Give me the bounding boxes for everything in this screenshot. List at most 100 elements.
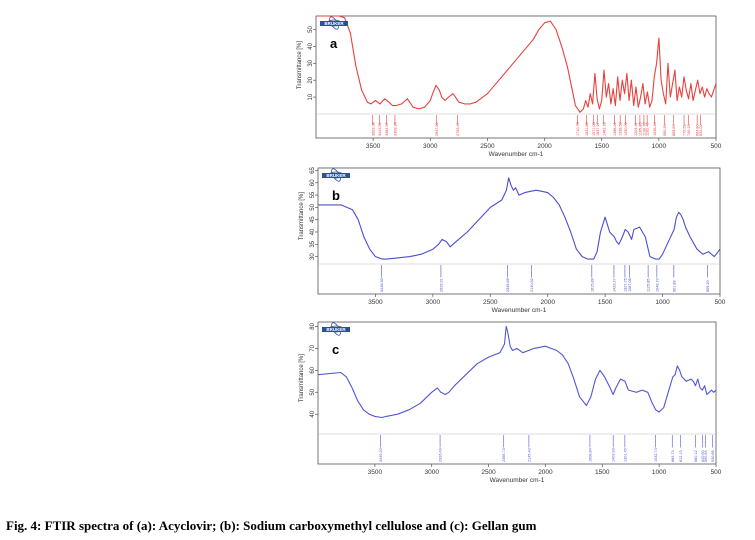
peak-label: 3503.38: [371, 122, 375, 136]
peak-label: 1125.85: [647, 279, 651, 292]
peak-label: 620.50: [701, 450, 705, 462]
x-tick-label: 3000: [424, 469, 439, 476]
peak-label: 3309.34: [393, 122, 397, 136]
y-tick-label: 10: [308, 93, 314, 100]
y-tick-label: 55: [310, 191, 316, 198]
x-tick-label: 1000: [652, 143, 667, 150]
bruker-logo: BRUKER: [320, 16, 348, 30]
x-tick-label: 3500: [368, 469, 383, 476]
peak-label: 2145.43: [527, 448, 531, 462]
peak-label: 2349.69: [506, 278, 510, 292]
peak-label: 1165.85: [638, 123, 642, 136]
ftir-chart-a: 3500 3000 2500 2000 1500 1000 500 Wavenumber cm…: [297, 15, 722, 158]
peak-label: 1482.18: [602, 122, 606, 136]
peak-label: 1710.75: [576, 122, 580, 136]
x-tick-label: 1500: [598, 299, 613, 306]
y-tick-label: 40: [310, 410, 316, 417]
peak-label: 1327.75: [623, 278, 627, 292]
y-tick-label: 60: [310, 179, 316, 186]
panel-label: a: [330, 36, 338, 51]
ftir-panel-a: 3500 3000 2500 2000 1500 1000 500 Wavenumber cm…: [288, 8, 728, 160]
peak-label: 1338.53: [619, 122, 623, 136]
x-axis-label: Wavenumber cm-1: [492, 307, 547, 312]
peak-label: 1287.06: [628, 278, 632, 292]
y-axis-label: Transmittance [%]: [297, 41, 303, 89]
peak-label: 664.80: [696, 124, 700, 136]
peak-label: 1049.70: [655, 278, 659, 292]
x-tick-label: 2000: [538, 469, 553, 476]
x-axis-label: Wavenumber cm-1: [489, 151, 544, 158]
peak-label: 1403.93: [612, 448, 616, 462]
x-tick-label: 3500: [366, 143, 381, 150]
peak-label: 1571.03: [592, 122, 596, 136]
y-tick-label: 70: [310, 344, 316, 351]
y-tick-label: 50: [310, 388, 316, 395]
peak-label: 2140.52: [530, 278, 534, 292]
x-tick-label: 1500: [595, 469, 610, 476]
panel-label: b: [332, 188, 340, 203]
peak-label: 2366.73: [502, 448, 506, 462]
spectrum-line: [318, 177, 721, 260]
peak-label: 1204.31: [634, 122, 638, 136]
y-tick-label: 30: [310, 253, 316, 260]
peak-label: 1290.09: [624, 122, 628, 136]
peak-label: 2947.61: [435, 122, 439, 136]
peak-label: 1608.84: [588, 448, 592, 462]
peak-label: 680.12: [694, 450, 698, 462]
peak-label: 740.16: [687, 124, 691, 136]
peak-label: 1130.70: [642, 123, 646, 136]
peak-label: 2763.47: [456, 122, 460, 136]
y-tick-label: 30: [308, 59, 314, 66]
x-tick-label: 500: [711, 143, 722, 150]
y-axis-label: Transmittance [%]: [299, 192, 305, 240]
ftir-chart-b: 3500 3000 2500 2000 1500 1000 500 Wavenumber cm…: [299, 166, 726, 314]
logo-band: [320, 21, 348, 26]
ftir-chart-c: 3500 3000 2500 2000 1500 1000 500 Wavenumber cm…: [299, 321, 722, 484]
peak-label: 1102.40: [646, 123, 650, 136]
plot-frame: [317, 321, 717, 465]
ftir-panel-c: 3500 3000 2500 2000 1500 1000 500 Wavenumber cm…: [288, 314, 728, 490]
y-tick-label: 45: [310, 216, 316, 223]
peak-label: 634.02: [699, 124, 703, 136]
x-tick-label: 2500: [483, 299, 498, 306]
peak-label: 901.89: [672, 280, 676, 292]
y-tick-label: 50: [308, 26, 314, 33]
peak-label: 779.59: [683, 124, 687, 136]
x-tick-label: 3000: [423, 143, 438, 150]
peak-label: 1423.27: [612, 278, 616, 292]
peak-label: 812.13: [679, 450, 683, 462]
logo-band: [322, 327, 350, 332]
x-tick-label: 3000: [426, 299, 441, 306]
x-tick-label: 2500: [481, 469, 496, 476]
peak-label: 1388.22: [613, 122, 617, 136]
x-tick-label: 1500: [594, 143, 609, 150]
x-tick-label: 500: [711, 469, 722, 476]
ftir-panel-b: 3500 3000 2500 2000 1500 1000 500 Wavenumber cm…: [288, 160, 728, 314]
logo-text: BRUKER: [324, 21, 344, 26]
panel-label: c: [332, 342, 339, 357]
bruker-logo: BRUKER: [322, 168, 350, 182]
y-tick-label: 60: [310, 366, 316, 373]
y-tick-label: 80: [310, 322, 316, 329]
y-tick-label: 35: [310, 240, 316, 247]
spectrum-line: [316, 15, 717, 113]
x-tick-label: 500: [715, 299, 726, 306]
y-tick-label: 50: [310, 203, 316, 210]
logo-text: BRUKER: [326, 327, 346, 332]
x-tick-label: 1000: [655, 299, 670, 306]
peak-label: 590.93: [704, 450, 708, 462]
bruker-logo: BRUKER: [322, 322, 350, 336]
peak-label: 1615.89: [590, 278, 594, 292]
peak-label: 3443.51: [378, 122, 382, 136]
peak-label: 1631.83: [585, 122, 589, 136]
peak-label: 869.89: [672, 124, 676, 136]
peak-label: 1032.74: [654, 448, 658, 462]
peak-label: 2926.49: [439, 448, 443, 462]
peak-label: 1537.27: [596, 122, 600, 136]
peak-label: 1036.44: [653, 122, 657, 136]
x-tick-label: 2000: [537, 143, 552, 150]
x-tick-label: 2000: [540, 299, 555, 306]
y-tick-label: 40: [308, 42, 314, 49]
peak-label: 3449.20: [379, 448, 383, 462]
y-tick-label: 65: [310, 166, 316, 173]
